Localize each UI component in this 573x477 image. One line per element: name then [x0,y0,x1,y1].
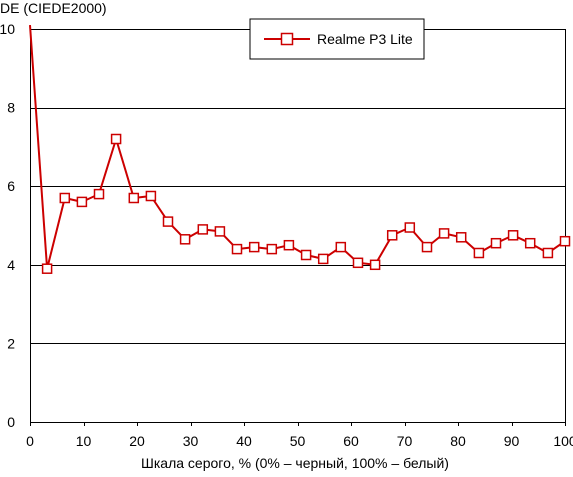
data-point-marker [352,257,364,269]
gridlines [30,29,565,344]
x-tick-label: 10 [76,433,92,449]
data-point-marker [214,226,226,237]
data-point-marker [317,253,329,265]
y-tick-label: 8 [7,100,15,116]
data-point-marker [162,216,174,227]
data-point-marker [335,241,347,253]
x-tick-label: 70 [397,433,413,449]
data-point-marker [421,241,433,253]
data-point-marker [300,249,312,261]
data-point-marker [59,192,71,204]
data-point-marker [110,133,122,145]
data-point-marker [455,232,467,243]
series-line [29,25,566,270]
x-tick-label: 90 [504,433,520,449]
x-tick-label: 20 [129,433,145,449]
data-point-marker [369,259,381,271]
x-tick-label: 100 [553,433,573,449]
data-point-marker [41,263,53,274]
data-point-marker [490,237,502,249]
x-tick-label: 40 [236,433,252,449]
legend-marker-square-icon [280,32,294,46]
x-tick-label: 50 [290,433,306,449]
x-tick-label: 30 [183,433,199,449]
data-point-marker [266,243,278,255]
data-point-marker [231,243,243,255]
axes [30,29,566,426]
x-tick-label: 0 [26,433,34,449]
x-tick-label: 60 [343,433,359,449]
x-tick-label: 80 [450,433,466,449]
data-series [29,25,571,274]
y-tick-label: 10 [0,21,15,37]
data-point-marker [404,222,416,233]
legend: Realme P3 Lite [249,18,425,60]
y-tick-label: 6 [7,178,15,194]
data-point-marker [128,192,140,204]
data-point-marker [559,235,571,247]
data-point-marker [542,247,554,259]
y-tick-label: 2 [7,335,15,351]
y-axis-label: DE (CIEDE2000) [0,0,107,16]
data-point-marker [524,237,536,249]
data-point-marker [386,230,398,241]
data-point-marker [76,196,88,208]
legend-label: Realme P3 Lite [317,31,413,47]
y-tick-label: 0 [7,414,15,430]
x-axis-label: Шкала серого, % (0% – черный, 100% – бел… [141,455,449,471]
data-point-marker [438,228,450,239]
data-point-marker [507,230,519,241]
data-point-marker [179,234,191,245]
data-point-marker [248,241,260,253]
data-point-marker [93,188,105,200]
data-point-marker [197,224,209,235]
plot-frame [30,29,566,423]
y-tick-label: 4 [7,257,15,273]
data-point-marker [283,239,295,251]
data-point-marker [473,247,485,259]
data-point-marker [145,190,157,202]
